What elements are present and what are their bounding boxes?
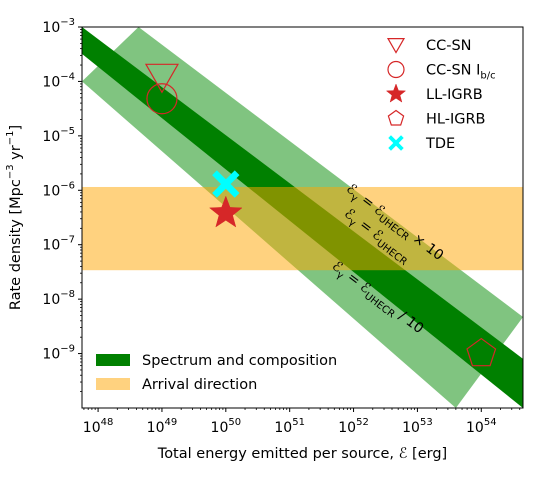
legend-markers: CC-SN CC-SN Ib/c LL-IGRB HL-IGRB TDE — [385, 37, 496, 152]
data-point-hl-igrb — [466, 337, 497, 367]
x-tick-label: 1054 — [466, 417, 497, 436]
y-tick-label: 10−6 — [42, 180, 75, 199]
y-tick-label: 10−5 — [42, 126, 75, 145]
legend-marker-2 — [385, 83, 407, 103]
bands-layer — [82, 27, 523, 408]
x-tick-label: 1049 — [147, 417, 178, 436]
legend-marker-3 — [387, 109, 405, 126]
legend-band-swatch-1 — [96, 378, 130, 390]
legend-label-3: HL-IGRB — [426, 112, 486, 128]
legend-marker-1 — [387, 60, 405, 79]
x-tick-label: 1051 — [274, 417, 305, 436]
y-tick-label: 10−9 — [42, 344, 75, 363]
x-tick-label: 1053 — [402, 417, 433, 436]
data-point-cc-sn-i-b-c — [146, 83, 178, 115]
y-axis-label: Rate density [Mpc−3 yr−1] — [5, 125, 24, 310]
legend-band-label-1: Arrival direction — [142, 377, 257, 393]
legend-label-1: CC-SN Ib/c — [426, 63, 496, 82]
axes: 1048 1049 1050 1051 1052 1053 1054 10−9 10−8 10−7… — [42, 17, 524, 436]
y-tick-label: 10−3 — [42, 17, 75, 36]
y-tick-label: 10−4 — [42, 71, 75, 90]
x-axis-label: Total energy emitted per source, ℰ [erg] — [157, 446, 447, 462]
x-tick-label: 1050 — [211, 417, 242, 436]
points-layer — [144, 63, 497, 367]
data-point-tde — [212, 170, 240, 198]
arrival-direction-band — [82, 186, 523, 271]
legend-bands: Spectrum and composition Arrival directio… — [96, 353, 337, 393]
axis-labels: Total energy emitted per source, ℰ [erg]… — [5, 125, 447, 462]
data-point-ll-igrb — [208, 195, 243, 228]
legend-label-4: TDE — [425, 136, 455, 152]
legend-band-label-0: Spectrum and composition — [142, 353, 337, 369]
x-tick-label: 1052 — [338, 417, 369, 436]
legend-band-swatch-0 — [96, 354, 130, 366]
legend-marker-0 — [386, 37, 406, 54]
x-tick-label: 1048 — [83, 417, 114, 436]
legend-label-0: CC-SN — [426, 38, 472, 54]
legend-marker-4 — [388, 135, 404, 151]
y-tick-label: 10−7 — [42, 235, 75, 254]
legend-label-2: LL-IGRB — [426, 87, 483, 103]
plot-frame — [81, 26, 524, 409]
data-point-cc-sn — [144, 63, 179, 94]
y-tick-label: 10−8 — [42, 289, 75, 308]
